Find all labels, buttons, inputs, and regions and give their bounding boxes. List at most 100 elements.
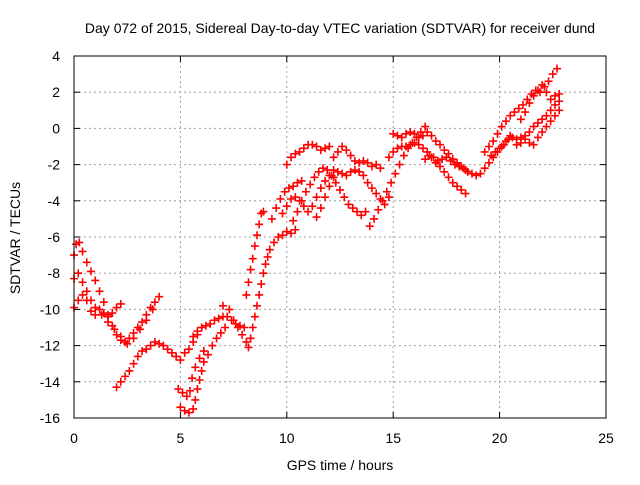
data-point: [325, 182, 334, 191]
data-point: [142, 345, 151, 354]
x-tick-label: 20: [492, 430, 508, 446]
data-point: [410, 129, 419, 138]
data-point: [525, 99, 534, 108]
data-point: [491, 147, 500, 156]
data-point: [75, 238, 84, 247]
data-point: [287, 194, 296, 203]
data-point: [463, 167, 472, 176]
data-point: [193, 327, 202, 336]
data-point: [287, 229, 296, 238]
data-point: [525, 138, 534, 147]
data-point: [297, 176, 306, 185]
data-point: [248, 254, 257, 263]
data-point: [516, 115, 525, 124]
data-point: [421, 122, 430, 131]
data-point: [257, 280, 266, 289]
data-point: [401, 142, 410, 151]
data-point: [312, 193, 321, 202]
data-point: [282, 227, 291, 236]
data-point: [312, 142, 321, 151]
data-point: [108, 309, 117, 318]
data-point: [116, 377, 125, 386]
data-point: [344, 200, 353, 209]
data-point: [253, 301, 262, 310]
y-tick-label: -16: [40, 410, 60, 426]
data-point: [427, 131, 436, 140]
data-point: [206, 319, 215, 328]
data-point: [370, 214, 379, 223]
data-point: [436, 162, 445, 171]
data-point: [259, 269, 268, 278]
data-point: [238, 330, 247, 339]
data-point: [146, 341, 155, 350]
data-point: [325, 142, 334, 151]
data-point: [376, 164, 385, 173]
data-point: [389, 129, 398, 138]
data-point: [382, 187, 391, 196]
data-point: [280, 187, 289, 196]
data-point: [212, 334, 221, 343]
data-point: [406, 128, 415, 137]
data-point: [316, 204, 325, 213]
data-point: [155, 339, 164, 348]
data-point: [274, 233, 283, 241]
data-point: [550, 100, 559, 109]
y-tick-label: 0: [52, 120, 60, 136]
data-point: [182, 392, 191, 401]
data-point: [450, 160, 459, 169]
data-point: [78, 247, 87, 256]
data-point: [533, 118, 542, 127]
data-point: [87, 307, 96, 316]
data-point: [150, 298, 159, 307]
data-point: [506, 111, 515, 120]
data-point: [272, 204, 281, 213]
data-point: [436, 140, 445, 149]
data-point: [189, 404, 198, 413]
x-tick-labels: 0 5 10 15 20 25: [70, 430, 614, 446]
data-point: [459, 164, 468, 173]
data-point: [289, 182, 298, 191]
data-point: [393, 144, 402, 153]
data-point: [150, 337, 159, 346]
data-point: [397, 133, 406, 142]
y-tick-label: -6: [48, 229, 61, 245]
x-tick-label: 15: [385, 430, 401, 446]
data-point: [82, 287, 91, 296]
data-point: [374, 205, 383, 214]
data-point: [91, 303, 100, 312]
data-point: [467, 169, 476, 178]
data-point: [250, 242, 259, 251]
data-point: [184, 408, 193, 417]
data-point: [95, 287, 104, 296]
data-point: [555, 97, 564, 106]
data-point: [406, 140, 415, 149]
y-tick-label: -2: [48, 157, 61, 173]
data-point: [125, 366, 134, 375]
data-point: [155, 292, 164, 301]
data-point: [306, 180, 315, 189]
data-point: [214, 314, 223, 323]
data-point: [184, 345, 193, 354]
y-tick-label: -14: [40, 374, 60, 390]
data-point: [355, 167, 364, 176]
data-point: [495, 144, 504, 153]
data-point: [138, 318, 147, 327]
data-point: [199, 347, 208, 356]
data-point: [384, 153, 393, 162]
data-point: [504, 135, 513, 144]
data-point: [297, 196, 306, 205]
data-point: [321, 144, 330, 153]
data-point: [501, 117, 510, 126]
data-point: [414, 140, 423, 149]
data-point: [284, 184, 293, 193]
data-point: [248, 323, 257, 332]
x-tick-label: 25: [598, 430, 614, 446]
data-point: [461, 189, 470, 198]
data-point: [514, 104, 523, 113]
data-point: [444, 173, 453, 182]
data-point: [263, 252, 272, 261]
data-point: [267, 214, 276, 223]
data-point: [353, 207, 362, 216]
data-point: [82, 258, 91, 267]
data-point: [555, 90, 564, 99]
